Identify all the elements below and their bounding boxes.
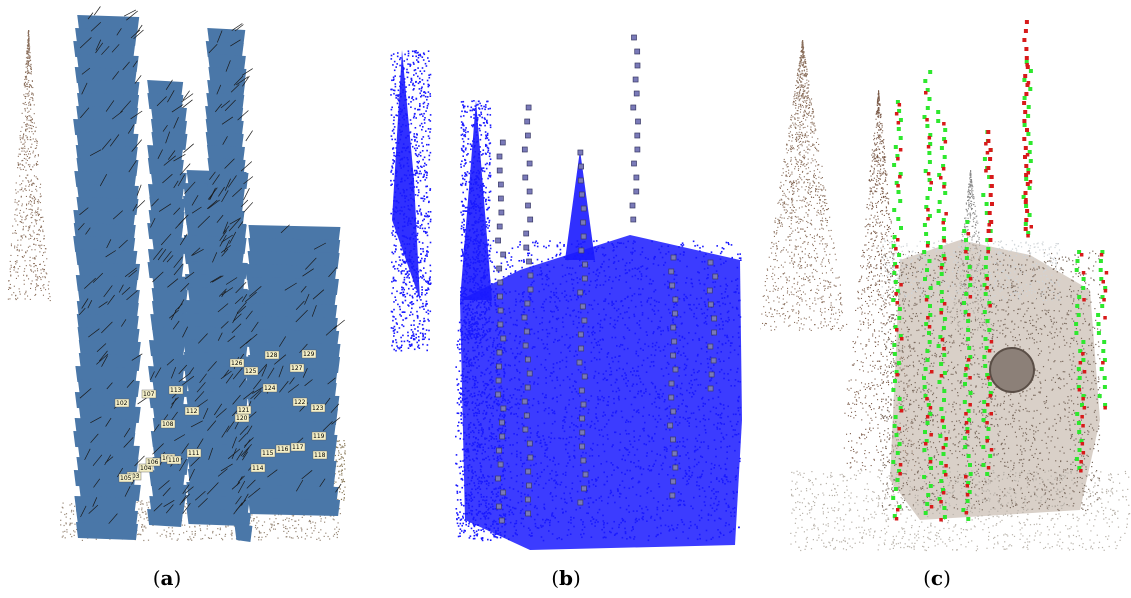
left-spire-points: [760, 40, 848, 331]
camera-label-107: 107: [143, 391, 155, 398]
camera-label-122: 122: [294, 399, 306, 406]
camera-label-112: 112: [186, 408, 198, 415]
rose-window: [989, 347, 1035, 393]
camera-label-box: [301, 349, 317, 359]
caption-b-letter: b: [559, 566, 573, 590]
camera-label-129: 129: [303, 351, 315, 358]
camera-label-105: 105: [120, 475, 132, 482]
camera-label-119: 119: [313, 433, 325, 440]
camera-label-126: 126: [231, 360, 243, 367]
left-spire-fill: [392, 50, 420, 300]
camera-label-121: 121: [238, 407, 250, 414]
camera-label-box: [160, 419, 176, 429]
caption-b: (b): [551, 566, 581, 590]
camera-label-box: [264, 350, 280, 360]
camera-label-box: [166, 455, 182, 465]
camera-label-box: [312, 450, 328, 460]
camera-label-104: 104: [140, 465, 152, 472]
camera-label-box: [236, 405, 252, 415]
camera-label-box: [243, 366, 259, 376]
camera-label-114: 114: [252, 465, 264, 472]
camera-label-110: 110: [168, 457, 180, 464]
camera-label-box: [290, 442, 306, 452]
panel-b-point-cloud: [370, 0, 760, 560]
right-spire-fill: [565, 150, 595, 260]
panel-b-image: [390, 34, 742, 550]
panel-a-image: 1021031041051061071081091101111121131141…: [7, 6, 346, 542]
camera-view-lines: [77, 6, 345, 524]
red-camera-poses: [894, 20, 1109, 522]
camera-label-box: [289, 363, 305, 373]
camera-label-127: 127: [291, 365, 303, 372]
green-camera-poses: [891, 60, 1108, 521]
camera-label-113: 113: [170, 387, 182, 394]
camera-label-box: [311, 431, 327, 441]
camera-label-box: [114, 398, 130, 408]
camera-label-118: 118: [314, 452, 326, 459]
camera-label-box: [260, 448, 276, 458]
camera-label-box: [141, 389, 157, 399]
camera-label-128: 128: [266, 352, 278, 359]
caption-c: (c): [923, 566, 951, 590]
camera-label-box: [250, 463, 266, 473]
caption-a: (a): [152, 566, 182, 590]
ground-points: [790, 470, 1131, 552]
camera-label-111: 111: [188, 450, 200, 457]
camera-label-103: 103: [128, 473, 140, 480]
center-spire-fill: [460, 100, 492, 300]
camera-label-124: 124: [264, 385, 276, 392]
camera-label-115: 115: [262, 450, 274, 457]
panel-c-image: [760, 20, 1131, 552]
camera-frustum-stack: [73, 15, 341, 542]
panel-c-reconstruction: [760, 0, 1131, 560]
camera-label-box: [262, 383, 278, 393]
caption-a-letter: a: [160, 566, 174, 590]
camera-label-box: [118, 473, 134, 483]
camera-label-120: 120: [236, 415, 248, 422]
camera-label-123: 123: [312, 405, 324, 412]
camera-cubes: [495, 34, 719, 524]
panel-a-camera-frustums: 1021031041051061071081091101111121131141…: [0, 0, 370, 560]
camera-label-box: [145, 457, 161, 467]
caption-c-letter: c: [930, 566, 944, 590]
camera-label-box: [168, 385, 184, 395]
camera-label-box: [186, 448, 202, 458]
camera-label-box: [184, 406, 200, 416]
camera-label-116: 116: [277, 446, 289, 453]
camera-label-102: 102: [116, 400, 128, 407]
left-spire-points: [7, 30, 51, 302]
camera-label-117: 117: [292, 444, 304, 451]
camera-label-125: 125: [245, 368, 257, 375]
camera-label-106: 106: [147, 459, 159, 466]
camera-label-box: [310, 403, 326, 413]
camera-label-box: [229, 358, 245, 368]
camera-label-108: 108: [162, 421, 174, 428]
camera-label-box: [275, 444, 291, 454]
roof-points: [880, 240, 1061, 301]
camera-label-box: [292, 397, 308, 407]
